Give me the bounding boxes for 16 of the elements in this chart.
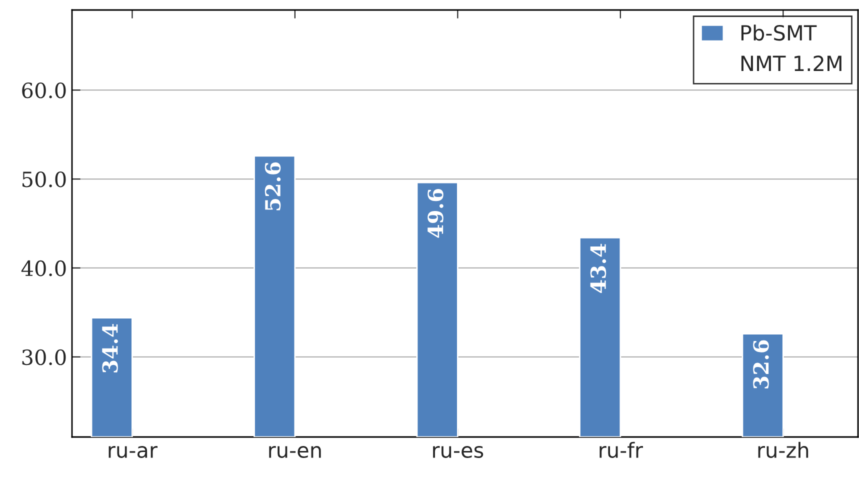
data-label: 34.4 — [102, 324, 118, 372]
data-label: 32.6 — [753, 340, 769, 388]
x-tick-label: ru-zh — [758, 442, 808, 458]
data-label: 52.6 — [264, 162, 281, 210]
x-tick-label: ru-ar — [108, 446, 158, 458]
data-label: 49.6 — [428, 189, 444, 238]
legend-label: Pb-SMT — [741, 24, 817, 41]
data-label: 43.4 — [590, 244, 606, 293]
y-tick-label: 60.0 — [22, 82, 66, 98]
text: NMT 1.2M — [741, 56, 842, 71]
y-tick-label: 30.0 — [22, 349, 66, 366]
y-tick-label: 40.0 — [21, 260, 66, 276]
x-tick-label: ru-en — [269, 446, 321, 458]
x-tick-label: ru-es — [433, 446, 484, 458]
x-tick-label: ru-fr — [600, 442, 644, 458]
y-tick-label: 50.0 — [22, 171, 66, 188]
